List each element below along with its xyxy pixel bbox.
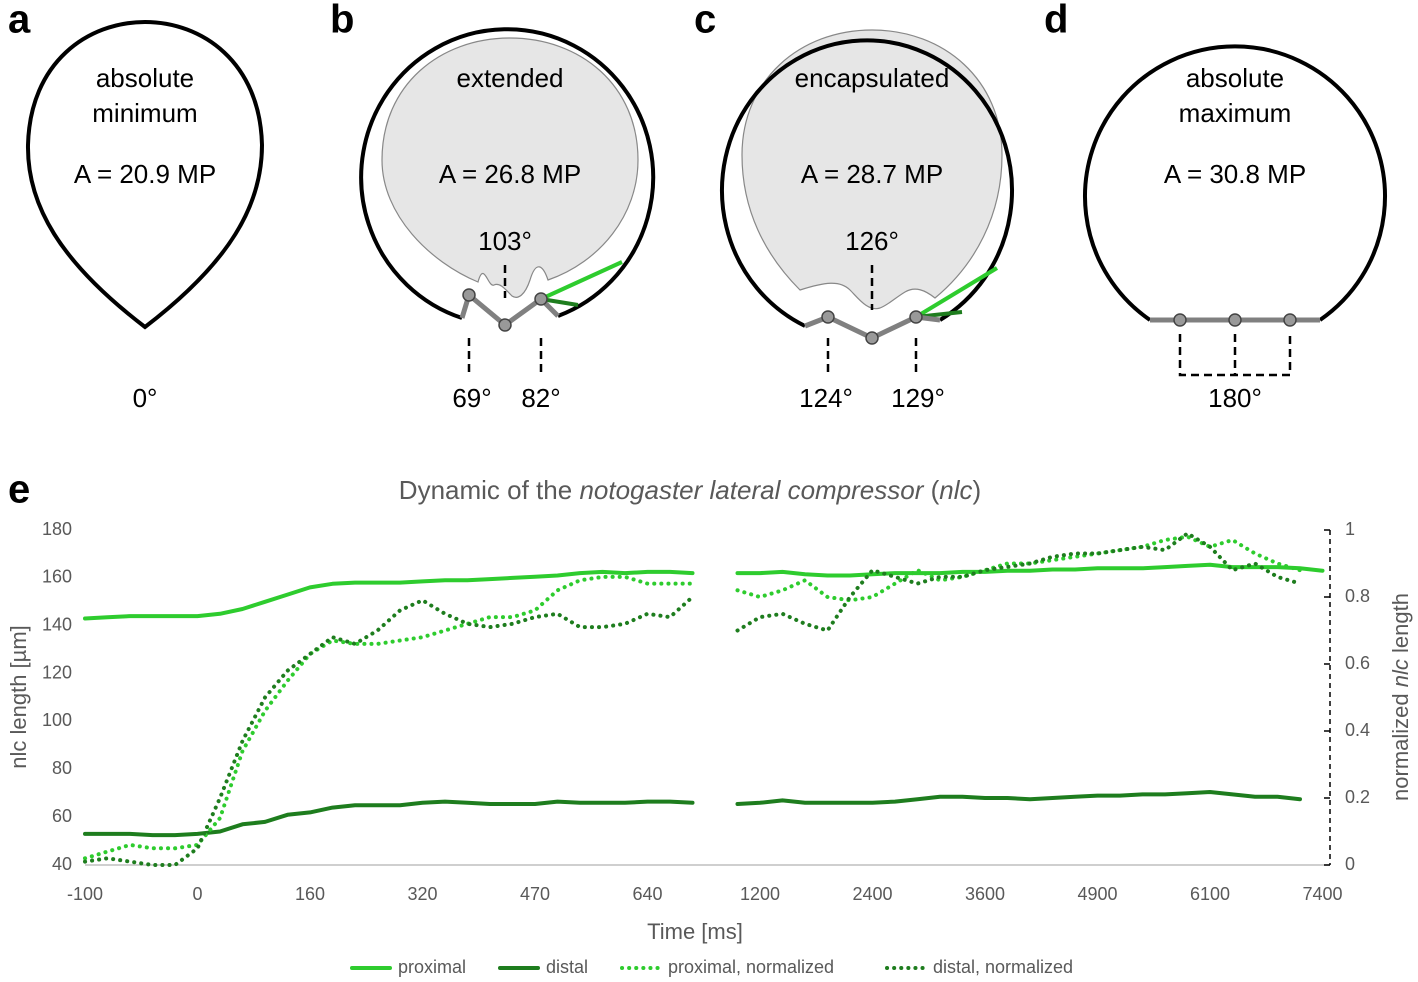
label-part: normalized <box>1388 687 1413 801</box>
y-tick-label: 100 <box>42 710 72 730</box>
joint <box>1173 313 1187 327</box>
outline <box>359 27 656 320</box>
joint <box>821 310 835 324</box>
label-part: length <box>1388 593 1413 659</box>
muscle <box>914 266 999 319</box>
y2-tick-label: 0 <box>1345 854 1355 874</box>
x-tick-label: 3600 <box>965 884 1005 904</box>
y-tick-label: 60 <box>52 806 72 826</box>
series-line <box>83 562 1325 621</box>
outline <box>1083 44 1387 322</box>
series-line <box>83 531 1302 867</box>
angle-label: 82° <box>521 383 560 413</box>
x-tick-label: 6100 <box>1190 884 1230 904</box>
title-part: ( <box>923 475 939 505</box>
panel-letter: a <box>8 0 31 42</box>
y-axis-label: nlc length [µm] <box>6 625 31 769</box>
panel-letter: c <box>694 0 716 42</box>
series-line <box>83 790 1302 838</box>
chart-title: Dynamic of the notogaster lateral compre… <box>399 475 981 505</box>
x-tick-label: -100 <box>67 884 103 904</box>
joint <box>534 292 548 306</box>
y2-axis-label: normalized nlc length <box>1388 593 1413 801</box>
angle-label: 129° <box>891 383 945 413</box>
area-label: A = 26.8 MP <box>439 159 581 189</box>
y-tick-label: 40 <box>52 854 72 874</box>
x-tick-label: 4900 <box>1077 884 1117 904</box>
angle-label: 124° <box>799 383 853 413</box>
muscle <box>540 260 623 301</box>
area-label: A = 28.7 MP <box>801 159 943 189</box>
panel-text: minimum <box>92 98 197 128</box>
area-label: A = 20.9 MP <box>74 159 216 189</box>
y-tick-label: 160 <box>42 567 72 587</box>
x-tick-label: 0 <box>192 884 202 904</box>
angle-label: 0° <box>133 383 158 413</box>
panel-text: maximum <box>1179 98 1292 128</box>
y2-tick-label: 0.6 <box>1345 653 1370 673</box>
legend-label: distal <box>546 957 588 977</box>
y2-tick-label: 0.2 <box>1345 787 1370 807</box>
x-tick-label: 320 <box>407 884 437 904</box>
panel-text: absolute <box>1186 63 1284 93</box>
legend-label: proximal, normalized <box>668 957 834 977</box>
outline <box>720 38 1014 328</box>
y-tick-label: 80 <box>52 758 72 778</box>
joint <box>1283 313 1297 327</box>
joint <box>498 318 512 332</box>
angle-label: 126° <box>845 226 899 256</box>
panel-text: encapsulated <box>795 63 950 93</box>
angle-label: 103° <box>478 226 532 256</box>
x-tick-label: 2400 <box>852 884 892 904</box>
angle-label: 180° <box>1208 383 1262 413</box>
label-part: nlc <box>1388 659 1413 687</box>
angle-label: 69° <box>452 383 491 413</box>
area-label: A = 30.8 MP <box>1164 159 1306 189</box>
title-part: Dynamic of the <box>399 475 580 505</box>
outline <box>25 19 265 330</box>
y2-tick-label: 1 <box>1345 519 1355 539</box>
panel-text: absolute <box>96 63 194 93</box>
x-tick-label: 7400 <box>1302 884 1342 904</box>
joint <box>865 331 879 345</box>
y-tick-label: 180 <box>42 519 72 539</box>
inner-shape <box>381 37 639 298</box>
title-part: ) <box>973 475 982 505</box>
x-axis-label: Time [ms] <box>647 919 743 944</box>
panel-letter: b <box>330 0 354 42</box>
x-tick-label: 470 <box>520 884 550 904</box>
y-tick-label: 140 <box>42 614 72 634</box>
y2-tick-label: 0.4 <box>1345 720 1370 740</box>
y2-tick-label: 0.8 <box>1345 586 1370 606</box>
joint <box>1228 313 1242 327</box>
panel-letter: e <box>8 468 30 512</box>
y-tick-label: 120 <box>42 662 72 682</box>
x-tick-label: 160 <box>295 884 325 904</box>
series-line <box>83 534 1302 861</box>
angle-marker <box>1178 334 1292 377</box>
title-part: notogaster lateral compressor <box>579 475 924 505</box>
panel-letter: d <box>1044 0 1068 42</box>
x-tick-label: 640 <box>632 884 662 904</box>
legend-label: distal, normalized <box>933 957 1073 977</box>
joint <box>462 288 476 302</box>
joint <box>909 310 923 324</box>
legend-label: proximal <box>398 957 466 977</box>
panel-text: extended <box>457 63 564 93</box>
title-part: nlc <box>939 475 972 505</box>
x-tick-label: 1200 <box>740 884 780 904</box>
